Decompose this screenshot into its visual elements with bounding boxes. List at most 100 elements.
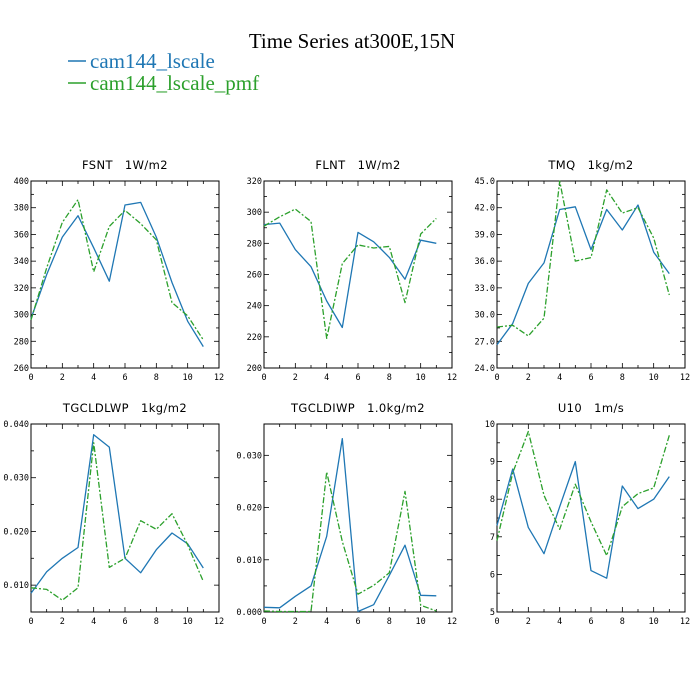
y-tick-label: 0.010 — [3, 581, 29, 591]
y-tick-label: 260 — [247, 271, 262, 281]
panel-title-units: 1W/m2 — [125, 158, 168, 172]
y-tick-label: 300 — [247, 208, 262, 218]
x-tick-label: 0 — [494, 617, 499, 627]
x-tick-label: 4 — [557, 617, 562, 627]
x-tick-label: 6 — [122, 373, 127, 383]
series-line-cam144-lscale — [496, 204, 670, 346]
y-tick-label: 33.0 — [475, 284, 495, 294]
panels: FSNT 1W/m20 2 4 6 8 10 122602803003203403603804… — [3, 158, 690, 627]
x-tick-label: 10 — [416, 373, 426, 383]
series-line-cam144-lscale — [30, 434, 204, 594]
panel-title: TGCLDIWP 1.0kg/m2 — [290, 401, 425, 415]
x-tick-label: 8 — [620, 373, 625, 383]
series-line-cam144-lscale-pmf — [30, 199, 204, 341]
x-tick-label: 0 — [261, 617, 266, 627]
series-line-cam144-lscale-pmf — [263, 471, 437, 613]
panel-title-units: 1.0kg/m2 — [367, 401, 425, 415]
x-tick-label: 12 — [214, 373, 224, 383]
panel-tmq: TMQ 1kg/m2 0 2 4 6 8 10 12 24.0 27.0 30.0 33.0 36.0 39… — [475, 158, 691, 383]
y-tick-label: 380 — [14, 204, 29, 214]
x-tick-label: 12 — [680, 617, 690, 627]
plot-frame — [496, 180, 686, 369]
x-tick-label: 6 — [588, 373, 593, 383]
x-tick-label: 2 — [293, 373, 298, 383]
legend: cam144_lscale cam144_lscale_pmf — [68, 49, 259, 95]
series-line-cam144-lscale — [263, 222, 437, 329]
panel-title-var: FLNT — [315, 158, 346, 172]
series-line-cam144-lscale-pmf — [496, 430, 670, 557]
y-tick-label: 7 — [490, 533, 495, 543]
y-tick-label: 0.040 — [3, 420, 29, 430]
y-tick-label: 200 — [247, 364, 262, 374]
panel-title-var: TMQ — [547, 158, 575, 172]
x-tick-label: 0 — [28, 617, 33, 627]
x-tick-label: 2 — [526, 617, 531, 627]
y-tick-label: 6 — [490, 570, 495, 580]
y-tick-label: 320 — [14, 284, 29, 294]
y-tick-label: 24.0 — [475, 364, 495, 374]
x-tick-label: 8 — [387, 617, 392, 627]
y-tick-label: 9 — [490, 458, 495, 468]
x-tick-label: 6 — [588, 617, 593, 627]
y-tick-label: 280 — [247, 239, 262, 249]
y-tick-label: 360 — [14, 230, 29, 240]
y-tick-label: 45.0 — [475, 177, 495, 187]
series-line-cam144-lscale — [30, 201, 204, 347]
y-tick-label: 260 — [14, 364, 29, 374]
panel-title-units: 1m/s — [594, 401, 624, 415]
y-tick-label: 5 — [490, 608, 495, 618]
x-tick-label: 10 — [416, 617, 426, 627]
y-tick-label: 220 — [247, 333, 262, 343]
series-line-cam144-lscale-pmf — [30, 442, 204, 601]
x-tick-label: 10 — [183, 373, 193, 383]
y-tick-label: 0.020 — [236, 504, 262, 514]
x-tick-label: 2 — [60, 617, 65, 627]
x-tick-label: 0 — [494, 373, 499, 383]
y-tick-label: 0.030 — [3, 474, 29, 484]
panel-title-units: 1kg/m2 — [588, 158, 634, 172]
x-tick-label: 2 — [293, 617, 298, 627]
x-tick-label: 8 — [154, 373, 159, 383]
x-tick-label: 10 — [649, 373, 659, 383]
x-tick-label: 10 — [649, 617, 659, 627]
plot-frame — [263, 180, 453, 369]
panel-tgcldiwp: TGCLDIWP 1.0kg/m2 0 2 4 6 8 10 12 0.000 0.010 0.020… — [236, 401, 457, 627]
x-tick-label: 0 — [261, 373, 266, 383]
x-tick-label: 8 — [154, 617, 159, 627]
x-tick-label: 10 — [183, 617, 193, 627]
plot-frame — [263, 423, 453, 613]
x-tick-label: 6 — [355, 617, 360, 627]
panel-title-var: U10 — [558, 401, 582, 415]
x-tick-label: 0 — [28, 373, 33, 383]
x-tick-label: 4 — [557, 373, 562, 383]
panel-title: TGCLDLWP 1kg/m2 — [62, 401, 187, 415]
series-line-cam144-lscale-pmf — [496, 180, 670, 337]
series-line-cam144-lscale — [496, 460, 670, 579]
x-tick-label: 8 — [387, 373, 392, 383]
panel-title-var: TGCLDIWP — [290, 401, 355, 415]
panel-u10: U10 1m/s 0 2 4 6 8 10 12 5 6 7 8 9 10 — [485, 401, 690, 627]
y-tick-label: 42.0 — [475, 204, 495, 214]
y-tick-label: 400 — [14, 177, 29, 187]
x-tick-label: 6 — [355, 373, 360, 383]
panel-fsnt: FSNT 1W/m2 0 2 4 6 8 10 12 260 280 300 320 340 360 380 4… — [14, 158, 224, 383]
x-tick-label: 4 — [324, 373, 329, 383]
x-tick-label: 6 — [122, 617, 127, 627]
x-tick-label: 12 — [447, 373, 457, 383]
x-tick-label: 12 — [214, 617, 224, 627]
plot-frame — [30, 423, 220, 613]
panel-title: FSNT 1W/m2 — [82, 158, 168, 172]
x-tick-label: 2 — [60, 373, 65, 383]
x-tick-label: 2 — [526, 373, 531, 383]
y-tick-label: 280 — [14, 337, 29, 347]
figure-title: Time Series at300E,15N — [249, 29, 455, 53]
x-tick-label: 4 — [91, 373, 96, 383]
y-tick-label: 300 — [14, 311, 29, 321]
y-tick-label: 0.020 — [3, 527, 29, 537]
y-tick-label: 340 — [14, 257, 29, 267]
panel-flnt: FLNT 1W/m2 0 2 4 6 8 10 12 200 220 240 260 280 300 320 — [247, 158, 457, 383]
x-tick-label: 4 — [91, 617, 96, 627]
panel-title: U10 1m/s — [558, 401, 624, 415]
x-tick-label: 4 — [324, 617, 329, 627]
